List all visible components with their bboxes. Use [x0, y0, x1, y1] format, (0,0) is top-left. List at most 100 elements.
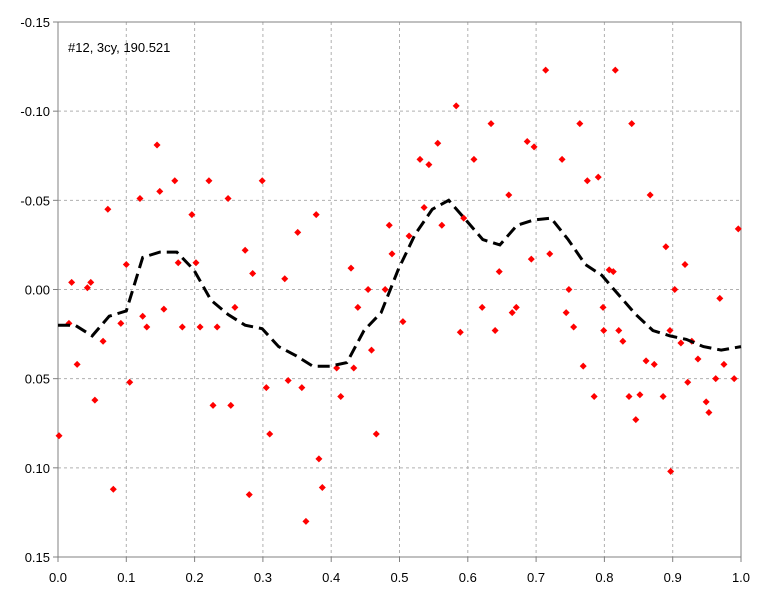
x-tick-label: 0.8	[595, 570, 613, 585]
data-point	[156, 187, 164, 195]
data-point	[495, 268, 503, 276]
data-point	[87, 278, 95, 286]
data-point	[694, 355, 702, 363]
data-point	[241, 246, 249, 254]
data-point	[527, 255, 535, 263]
data-point	[712, 375, 720, 383]
data-point	[266, 430, 274, 438]
data-point	[83, 284, 91, 292]
data-point	[205, 177, 213, 185]
y-tick-label: 0.05	[25, 372, 50, 387]
data-point	[594, 173, 602, 181]
data-point	[388, 250, 396, 258]
data-point	[192, 259, 200, 267]
data-point	[249, 269, 257, 277]
data-point	[632, 416, 640, 424]
data-point	[405, 232, 413, 240]
data-point	[609, 268, 617, 276]
data-point	[139, 312, 147, 320]
data-point	[262, 384, 270, 392]
y-tick-label: -0.05	[20, 193, 50, 208]
y-tick-label: 0.00	[25, 283, 50, 298]
data-point	[99, 337, 107, 345]
data-point	[294, 228, 302, 236]
data-point	[153, 141, 161, 149]
data-point	[209, 401, 217, 409]
data-point	[420, 203, 428, 211]
x-tick-label: 0.2	[186, 570, 204, 585]
data-point	[452, 102, 460, 110]
data-point	[188, 211, 196, 219]
data-point	[646, 191, 654, 199]
data-point	[570, 323, 578, 331]
data-point	[625, 393, 633, 400]
data-point	[231, 303, 239, 311]
data-point	[558, 155, 566, 163]
data-point	[160, 305, 168, 313]
data-point	[302, 517, 310, 525]
data-point	[367, 346, 375, 354]
data-point	[671, 286, 679, 293]
data-point	[258, 177, 266, 185]
data-point	[734, 225, 742, 233]
data-point	[565, 286, 573, 293]
data-point	[512, 303, 520, 311]
x-tick-label: 0.3	[254, 570, 272, 585]
plot-frame	[57, 21, 742, 558]
data-point	[546, 250, 554, 258]
data-point	[68, 278, 76, 286]
data-point	[523, 137, 531, 145]
data-point	[542, 66, 550, 74]
data-point	[425, 161, 433, 169]
data-point	[298, 384, 306, 392]
x-tick-label: 0.4	[322, 570, 340, 585]
data-point	[104, 205, 112, 213]
data-point	[354, 303, 362, 311]
y-tick-label: 0.10	[25, 461, 50, 476]
data-point	[562, 309, 570, 317]
data-point	[600, 327, 608, 335]
data-point	[590, 393, 598, 400]
data-point	[347, 264, 355, 272]
data-point	[213, 323, 221, 331]
data-point	[579, 362, 587, 370]
y-tick-label: -0.15	[20, 15, 50, 30]
annotation: #12, 3cy, 190.521	[68, 40, 170, 55]
data-point	[650, 360, 658, 368]
data-point	[416, 155, 424, 163]
data-point	[281, 275, 289, 283]
data-point	[333, 364, 341, 372]
data-point	[364, 286, 372, 293]
data-point	[109, 485, 117, 493]
data-point	[705, 409, 713, 417]
data-point	[117, 319, 125, 327]
data-point	[615, 327, 623, 335]
data-point	[438, 221, 446, 229]
data-point	[716, 294, 724, 302]
data-point	[478, 303, 486, 311]
data-point	[224, 195, 232, 203]
data-point	[372, 430, 380, 438]
data-point	[677, 339, 685, 347]
data-point	[628, 120, 636, 128]
data-point	[508, 309, 516, 317]
data-point	[126, 378, 134, 386]
data-point	[487, 120, 495, 128]
y-tick-label: 0.15	[25, 550, 50, 565]
x-tick-label: 0.6	[459, 570, 477, 585]
data-point	[702, 398, 710, 406]
x-tick-label: 0.0	[49, 570, 67, 585]
trend-line	[58, 198, 742, 368]
data-point	[174, 259, 182, 267]
data-point	[122, 261, 130, 269]
data-point	[136, 195, 144, 203]
data-point	[318, 483, 326, 491]
data-point	[666, 327, 674, 335]
data-point	[491, 327, 499, 335]
data-point	[667, 467, 675, 475]
x-tick-label: 1.0	[732, 570, 750, 585]
data-point	[642, 357, 650, 365]
data-point	[312, 211, 320, 219]
data-point	[460, 214, 468, 222]
